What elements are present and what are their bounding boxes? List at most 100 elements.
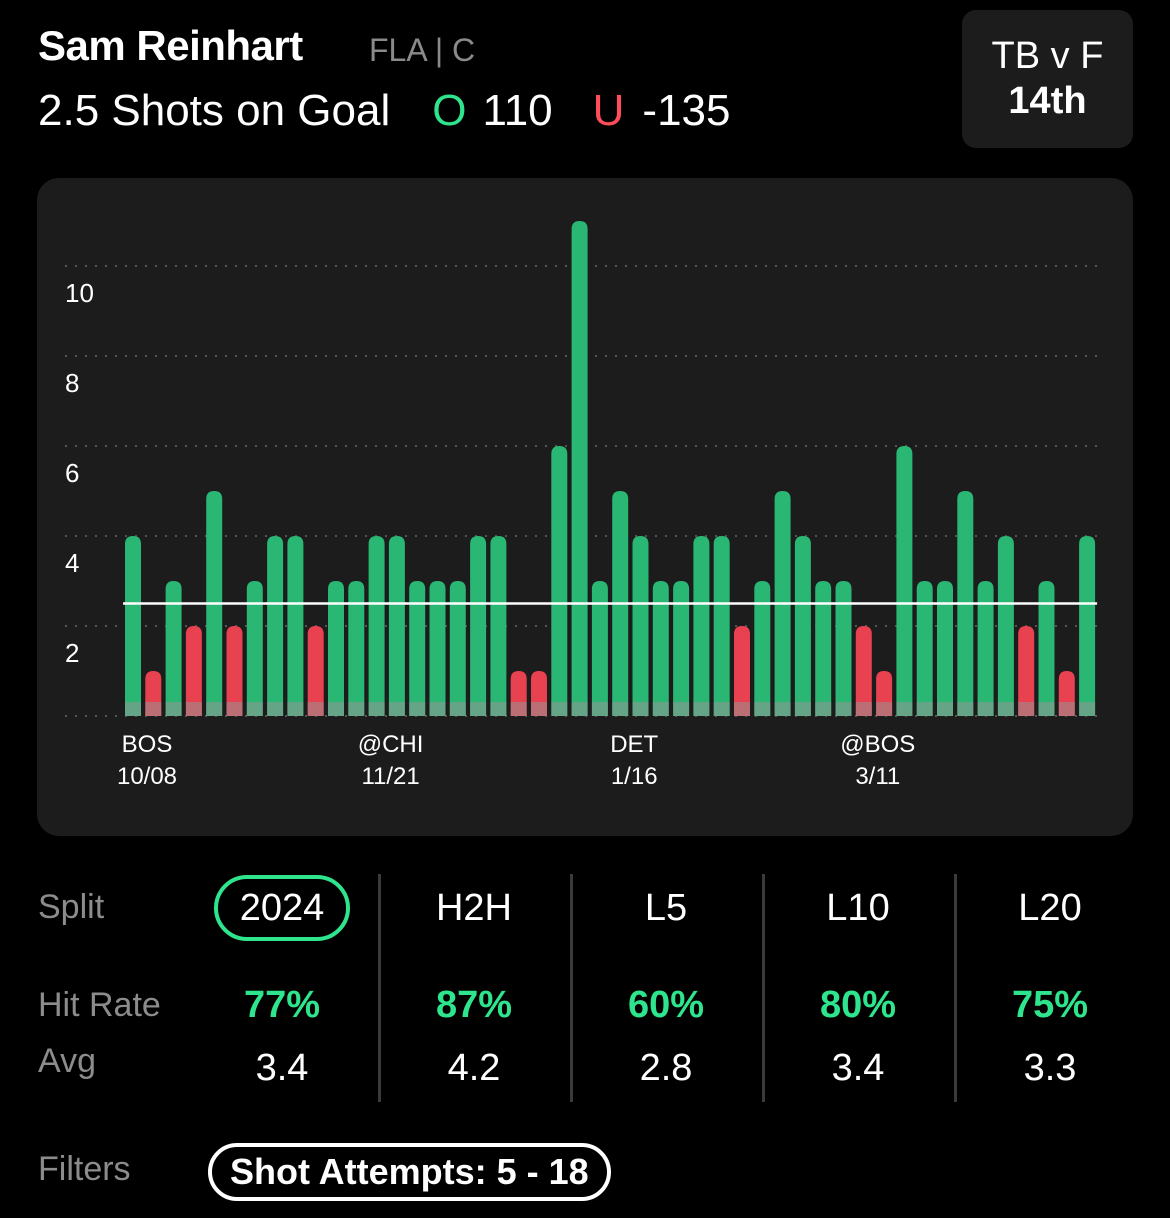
bar-base [754,702,771,716]
bar-base [125,702,141,716]
prop-line: 2.5 Shots on Goal O 110 U -135 [38,86,731,136]
x-label-team: BOS [122,731,173,758]
x-label-team: @BOS [840,731,915,758]
bar [470,536,487,716]
bar-base [510,702,527,716]
bar-base [409,702,426,716]
column-divider [570,874,573,1102]
bar-base [835,702,852,716]
bar-base [977,702,994,716]
split-tab-h2h[interactable]: H2H [435,887,513,929]
x-label-date: 10/08 [117,763,177,790]
bar [185,626,202,716]
split-tab-2024[interactable]: 2024 [213,875,351,941]
bar [287,536,304,716]
bar [794,536,811,716]
bar-base [1038,702,1055,716]
bar-base [591,702,608,716]
avg-value: 3.3 [1023,1047,1077,1089]
bar [307,626,324,716]
bar-base [551,702,568,716]
bar [734,626,750,716]
split-tab-l10[interactable]: L10 [826,887,890,929]
bar-base [145,702,162,716]
bar [125,536,141,716]
x-label-team: @CHI [358,731,424,758]
bar-base [348,702,365,716]
y-tick-label: 2 [65,638,79,668]
matchup-badge[interactable]: TB v F 14th [962,10,1133,148]
bar-base [937,702,953,716]
bar-base [876,702,893,716]
bar [713,536,730,716]
avg-value: 4.2 [447,1047,501,1089]
hit-rate-value: 80% [819,984,897,1026]
bar [449,581,466,716]
bar-base [1018,702,1035,716]
bar [652,581,669,716]
split-col-2024[interactable]: 2024 77% 3.4 [186,875,378,1090]
bar-base [531,702,547,716]
bar [693,536,710,716]
bar [937,581,953,716]
bar-base [571,702,588,716]
bar [490,536,507,716]
bar [409,581,426,716]
split-col-l20[interactable]: L20 75% 3.3 [954,876,1146,1090]
bar [429,581,446,716]
split-tab-l20[interactable]: L20 [1018,887,1082,929]
avg-row-label: Avg [38,1042,96,1080]
bar-base [713,702,730,716]
bar [368,536,385,716]
bar [388,536,405,716]
avg-value: 2.8 [639,1047,693,1089]
bar [1079,536,1096,716]
filter-chip-shot-attempts[interactable]: Shot Attempts: 5 - 18 [208,1143,611,1201]
bar [916,581,933,716]
column-divider [762,874,765,1102]
bar-base [490,702,507,716]
split-col-l5[interactable]: L5 60% 2.8 [570,876,762,1090]
bar-base [429,702,446,716]
bar [246,581,263,716]
bar [632,536,649,716]
bar [551,446,568,716]
y-tick-label: 10 [65,278,94,308]
split-col-l10[interactable]: L10 80% 3.4 [762,876,954,1090]
avg-value: 3.4 [255,1047,309,1089]
bar [1018,626,1035,716]
bar-base [1058,702,1075,716]
column-divider [954,874,957,1102]
split-row-label: Split [38,888,105,926]
game-log-chart: 2 4 6 8 10 BOS 10/08 @CHI 11/21 DET 1/16 @BOS 3/11 [37,178,1133,836]
x-label-team: DET [610,731,658,758]
bar [328,581,344,716]
bar-base [165,702,182,716]
y-tick-label: 6 [65,458,79,488]
bar-base [916,702,933,716]
x-label-date: 1/16 [611,763,658,790]
bar-base [470,702,487,716]
split-tab-l5[interactable]: L5 [644,887,688,929]
x-label-date: 3/11 [855,763,900,790]
bar-base [896,702,913,716]
over-odds[interactable]: 110 [482,86,553,135]
bar [226,626,243,716]
split-col-h2h[interactable]: H2H 87% 4.2 [378,876,570,1090]
bar-base [226,702,243,716]
avg-value: 3.4 [831,1047,885,1089]
prop-label: 2.5 Shots on Goal [38,86,391,135]
bar-base [957,702,974,716]
hit-rate-value: 60% [627,984,705,1026]
bar-base [794,702,811,716]
bar-base [267,702,284,716]
bar-base [185,702,202,716]
bar [754,581,771,716]
hit-rate-value: 75% [1011,984,1089,1026]
bar-base [693,702,710,716]
bar-base [206,702,223,716]
under-odds[interactable]: -135 [642,86,731,135]
bar [896,446,913,716]
hit-rate-value: 77% [243,984,321,1026]
bar-base [774,702,791,716]
